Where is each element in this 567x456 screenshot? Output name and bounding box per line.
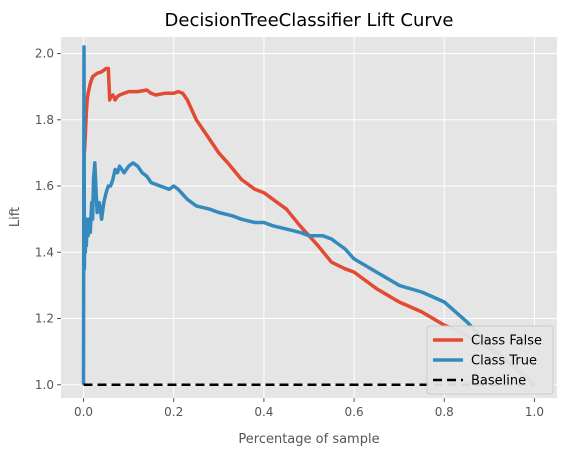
y-tick-label: 1.2	[35, 312, 54, 326]
x-axis-label: Percentage of sample	[238, 432, 379, 447]
y-tick-label: 1.4	[35, 245, 54, 259]
y-tick-label: 1.0	[35, 378, 54, 392]
x-tick-label: 0.4	[254, 405, 273, 419]
x-tick-label: 0.6	[345, 405, 364, 419]
x-axis-ticks: 0.0 0.2 0.4 0.6 0.8 1.0	[74, 398, 544, 419]
legend: Class False Class True Baseline	[426, 325, 554, 395]
series-line-class-false	[82, 66, 536, 387]
grid-lines	[61, 37, 557, 398]
series-lines	[81, 45, 536, 387]
series-line-class-true	[81, 45, 536, 387]
x-tick-label: 0.0	[74, 405, 93, 419]
legend-label: Class False	[471, 334, 542, 349]
y-tick-label: 1.8	[35, 113, 54, 127]
x-tick-label: 1.0	[525, 405, 544, 419]
legend-label: Class True	[471, 354, 537, 369]
y-tick-label: 2.0	[35, 47, 54, 61]
legend-box	[426, 325, 554, 395]
y-axis-ticks: 1.0 1.2 1.4 1.6 1.8 2.0	[35, 47, 61, 392]
legend-label: Baseline	[471, 374, 526, 389]
x-tick-label: 0.2	[164, 405, 183, 419]
x-tick-label: 0.8	[435, 405, 454, 419]
chart-title: DecisionTreeClassifier Lift Curve	[165, 10, 454, 31]
y-tick-label: 1.6	[35, 179, 54, 193]
y-axis-label: Lift	[8, 207, 23, 227]
